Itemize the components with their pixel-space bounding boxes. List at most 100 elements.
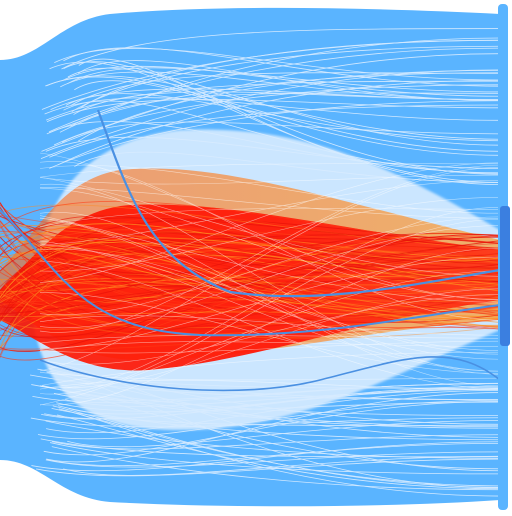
wisps-top-path bbox=[44, 97, 501, 121]
red-strands-path bbox=[0, 228, 501, 259]
wisps-top-path bbox=[78, 60, 501, 101]
red-strands-path bbox=[0, 312, 501, 350]
white-strands-path bbox=[39, 216, 501, 316]
white-strands-path bbox=[39, 270, 501, 406]
red-strands-path bbox=[0, 231, 501, 299]
white-strands-path bbox=[39, 294, 501, 365]
red-strands-path bbox=[0, 240, 501, 315]
wisps-top-path bbox=[49, 104, 501, 158]
wisps-top-path bbox=[41, 53, 501, 152]
red-strands-path bbox=[0, 255, 501, 303]
red-strands-path bbox=[0, 231, 501, 321]
wisps-top-path bbox=[61, 65, 501, 97]
wisps-top-path bbox=[63, 61, 501, 175]
red-strands-path bbox=[0, 310, 501, 338]
red-strands-path bbox=[0, 202, 501, 275]
red-strands-path bbox=[0, 242, 501, 292]
red-strands-path bbox=[0, 214, 501, 264]
wisps-bottom-path bbox=[40, 438, 501, 458]
wisps-bottom-path bbox=[57, 414, 501, 490]
white-strands-path bbox=[39, 152, 501, 301]
white-strands-path bbox=[39, 225, 501, 329]
wisps-top-path bbox=[59, 37, 501, 133]
white-strands bbox=[39, 152, 501, 406]
wisps-bottom-path bbox=[58, 408, 501, 487]
red-strands-path bbox=[0, 247, 501, 311]
red-strands-path bbox=[0, 230, 501, 289]
red-strands-path bbox=[0, 204, 501, 250]
white-strands-path bbox=[39, 163, 501, 178]
blue-curve-2 bbox=[0, 209, 501, 337]
white-strands-path bbox=[39, 176, 501, 277]
wisps-top-path bbox=[40, 69, 501, 159]
wisps-bottom-path bbox=[52, 405, 501, 488]
white-strands-path bbox=[39, 244, 501, 360]
white-strands-path bbox=[39, 183, 501, 375]
wisps-bottom-path bbox=[46, 392, 501, 463]
red-strands-path bbox=[0, 243, 501, 330]
wisps-bottom-path bbox=[52, 434, 501, 450]
wisps-bottom-path bbox=[36, 458, 501, 477]
wisps-top-path bbox=[45, 76, 501, 152]
white-strands-path bbox=[39, 208, 501, 228]
wisps-bottom-path bbox=[50, 442, 501, 475]
red-strands-path bbox=[0, 248, 501, 323]
white-strands-path bbox=[39, 196, 501, 272]
white-strands-path bbox=[39, 340, 501, 354]
red-strands-path bbox=[0, 291, 501, 309]
blue-curve-1 bbox=[96, 109, 501, 298]
white-strands-path bbox=[39, 164, 501, 333]
red-strands-path bbox=[0, 247, 501, 319]
red-strands-path bbox=[0, 235, 501, 315]
wisps-bottom-path bbox=[45, 451, 501, 468]
white-strands-path bbox=[39, 186, 501, 219]
white-strands-path bbox=[39, 351, 501, 386]
wisps-top-path bbox=[49, 100, 501, 169]
wisps-top-path bbox=[53, 84, 501, 146]
white-strands-path bbox=[39, 379, 501, 391]
wisps-bottom-path bbox=[63, 455, 501, 476]
wisps-top-path bbox=[70, 92, 501, 127]
red-strands-path bbox=[0, 237, 501, 298]
wisps-top-path bbox=[46, 72, 501, 135]
red-strands-path bbox=[0, 215, 501, 263]
white-strands-path bbox=[39, 247, 501, 406]
white-strands-path bbox=[39, 292, 501, 374]
wisps-top-path bbox=[67, 67, 501, 93]
white-strands-path bbox=[39, 341, 501, 352]
wisps-top-path bbox=[48, 47, 501, 133]
blue-curve-3 bbox=[39, 356, 501, 392]
red-strands-path bbox=[0, 311, 501, 329]
white-strands-path bbox=[39, 217, 501, 355]
red-strands-path bbox=[0, 274, 501, 308]
white-strands-path bbox=[39, 179, 501, 246]
red-strands-path bbox=[0, 215, 501, 271]
wisps-top-path bbox=[63, 100, 501, 174]
wisps-top-path bbox=[67, 67, 501, 146]
wisps-top-path bbox=[63, 47, 501, 87]
wisps-top-path bbox=[71, 45, 501, 112]
wisps-top-path bbox=[74, 80, 501, 156]
white-strands-path bbox=[39, 218, 501, 395]
wisps-top-path bbox=[46, 75, 501, 140]
white-strands-path bbox=[39, 162, 501, 283]
red-strands-path bbox=[0, 200, 501, 251]
light-strands-top bbox=[40, 28, 501, 186]
red-strands-path bbox=[0, 243, 501, 326]
white-strands-path bbox=[39, 187, 501, 300]
red-strands-path bbox=[0, 242, 501, 348]
wisps-top-path bbox=[79, 39, 501, 109]
wisps-top-path bbox=[49, 61, 501, 183]
wisps-bottom-path bbox=[31, 441, 501, 472]
white-strands-path bbox=[39, 207, 501, 388]
red-strands-path bbox=[0, 231, 501, 327]
right-edge-accent bbox=[500, 206, 510, 346]
red-strands-path bbox=[0, 250, 501, 316]
white-strands-path bbox=[39, 288, 501, 389]
white-strands-path bbox=[39, 174, 501, 185]
red-strands-path bbox=[0, 240, 501, 318]
wisps-top-path bbox=[61, 28, 501, 70]
white-strands-path bbox=[39, 211, 501, 387]
wisps-top-path bbox=[50, 88, 501, 110]
